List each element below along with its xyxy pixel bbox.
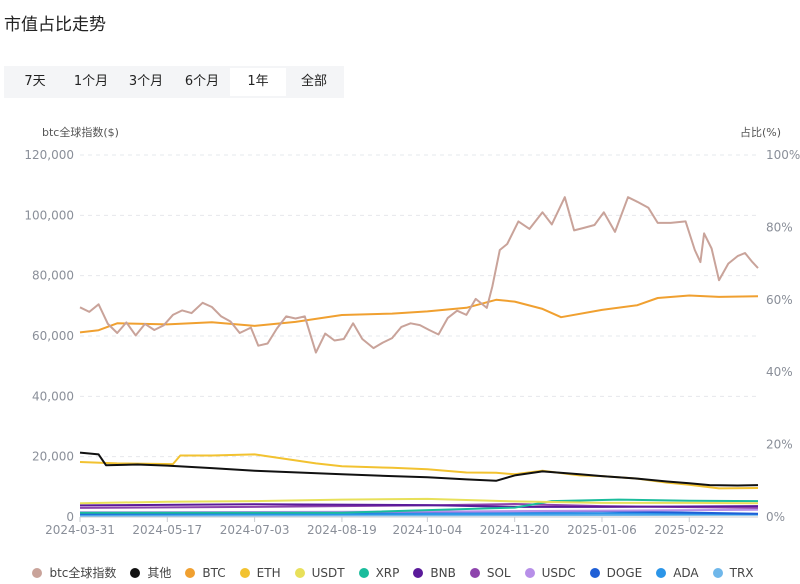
x-tick-label: 2024-07-03 [220,523,290,537]
right-tick-label: 100% [766,148,800,162]
tab-1y[interactable]: 1年 [230,68,286,96]
series-line-4[interactable] [79,497,759,505]
left-tick-label: 100,000 [24,208,74,222]
legend-item-3[interactable]: ETH [239,565,281,580]
legend-dot [294,567,305,578]
left-tick-label: 0 [66,510,74,524]
left-tick-label: 60,000 [32,329,74,343]
tab-all[interactable]: 全部 [300,74,327,89]
legend-dot [32,567,43,578]
legend-item-7[interactable]: SOL [469,565,511,580]
series-line-6[interactable] [79,503,759,508]
legend: btc全球指数 其他 BTC ETH USDT XRP BNB SOL USDC DOGE ADA T… [0,564,800,581]
page-title: 市值占比走势 [4,15,106,35]
left-tick-label: 80,000 [32,269,74,283]
legend-label: USDT [311,565,345,580]
legend-label: TRX [729,565,754,580]
series-line-10[interactable] [79,512,759,516]
left-y-axis: 0 20,000 40,000 60,000 80,000 100,000 120,000 [24,148,74,524]
series-line-1[interactable] [79,451,759,487]
legend-item-8[interactable]: USDC [524,565,576,580]
legend-label: ETH [256,565,281,580]
legend-dot [712,567,723,578]
series-line-11[interactable] [79,513,759,517]
series-line-2[interactable] [79,294,759,334]
legend-item-6[interactable]: BNB [413,565,456,580]
legend-item-1[interactable]: 其他 [130,564,171,581]
right-tick-label: 40% [766,365,793,379]
legend-label: BTC [202,565,226,580]
legend-label: btc全球指数 [49,566,117,580]
time-range-tabs: 7天 1个月 3个月 6个月 1年 全部 [4,66,344,98]
series-lines [79,196,759,517]
tab-1m[interactable]: 1个月 [73,74,109,89]
x-axis: 2024-03-31 2024-05-17 2024-07-03 2024-08-19… [45,516,758,537]
series-line-0[interactable] [79,196,759,354]
legend-item-10[interactable]: ADA [656,565,699,580]
right-tick-label: 20% [766,438,793,452]
legend-dot [239,567,250,578]
legend-dot [413,567,424,578]
legend-label: USDC [541,565,576,580]
x-tick-label: 2025-01-06 [567,523,637,537]
left-tick-label: 120,000 [24,148,74,162]
series-line-3[interactable] [79,453,759,490]
right-axis-title: 占比(%) [740,125,781,139]
tab-7d[interactable]: 7天 [24,74,46,89]
legend-label: SOL [486,565,511,580]
legend-label: DOGE [606,565,643,580]
right-tick-label: 0% [766,510,785,524]
x-tick-label: 2024-05-17 [132,523,202,537]
legend-item-4[interactable]: USDT [294,565,345,580]
legend-item-11[interactable]: TRX [712,565,754,580]
legend-label: 其他 [147,566,172,580]
right-tick-label: 80% [766,220,793,234]
legend-dot [469,567,480,578]
legend-dot [185,567,196,578]
legend-item-0[interactable]: btc全球指数 [32,564,116,581]
legend-dot [358,567,369,578]
x-tick-label: 2024-03-31 [45,523,115,537]
tab-6m[interactable]: 6个月 [184,74,220,89]
grid [80,154,758,458]
left-tick-label: 20,000 [32,450,74,464]
legend-label: ADA [673,565,699,580]
left-axis-title: btc全球指数($) [42,125,119,139]
legend-item-5[interactable]: XRP [358,565,400,580]
legend-item-2[interactable]: BTC [185,565,226,580]
legend-dot [130,567,141,578]
left-tick-label: 40,000 [32,389,74,403]
x-tick-label: 2024-10-04 [392,523,462,537]
x-tick-label: 2025-02-22 [654,523,724,537]
legend-label: BNB [430,565,456,580]
x-tick-label: 2024-08-19 [307,523,377,537]
tab-3m[interactable]: 3个月 [128,74,164,89]
legend-item-9[interactable]: DOGE [589,565,643,580]
right-tick-label: 60% [766,293,793,307]
legend-dot [656,567,667,578]
x-tick-label: 2024-11-20 [480,523,550,537]
legend-label: XRP [375,565,400,580]
legend-dot [589,567,600,578]
right-y-axis: 0% 20% 40% 60% 80% 100% [766,148,800,524]
legend-dot [524,567,535,578]
